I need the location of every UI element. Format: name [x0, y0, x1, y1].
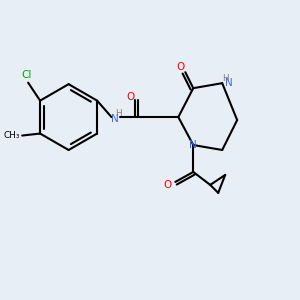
Text: O: O: [176, 62, 184, 72]
Text: N: N: [111, 114, 119, 124]
Text: H: H: [222, 74, 229, 83]
Text: N: N: [189, 140, 197, 150]
Text: N: N: [225, 78, 233, 88]
Text: Cl: Cl: [21, 70, 31, 80]
Text: CH₃: CH₃: [4, 131, 20, 140]
Text: H: H: [115, 109, 122, 118]
Text: O: O: [163, 180, 172, 190]
Text: O: O: [126, 92, 135, 102]
